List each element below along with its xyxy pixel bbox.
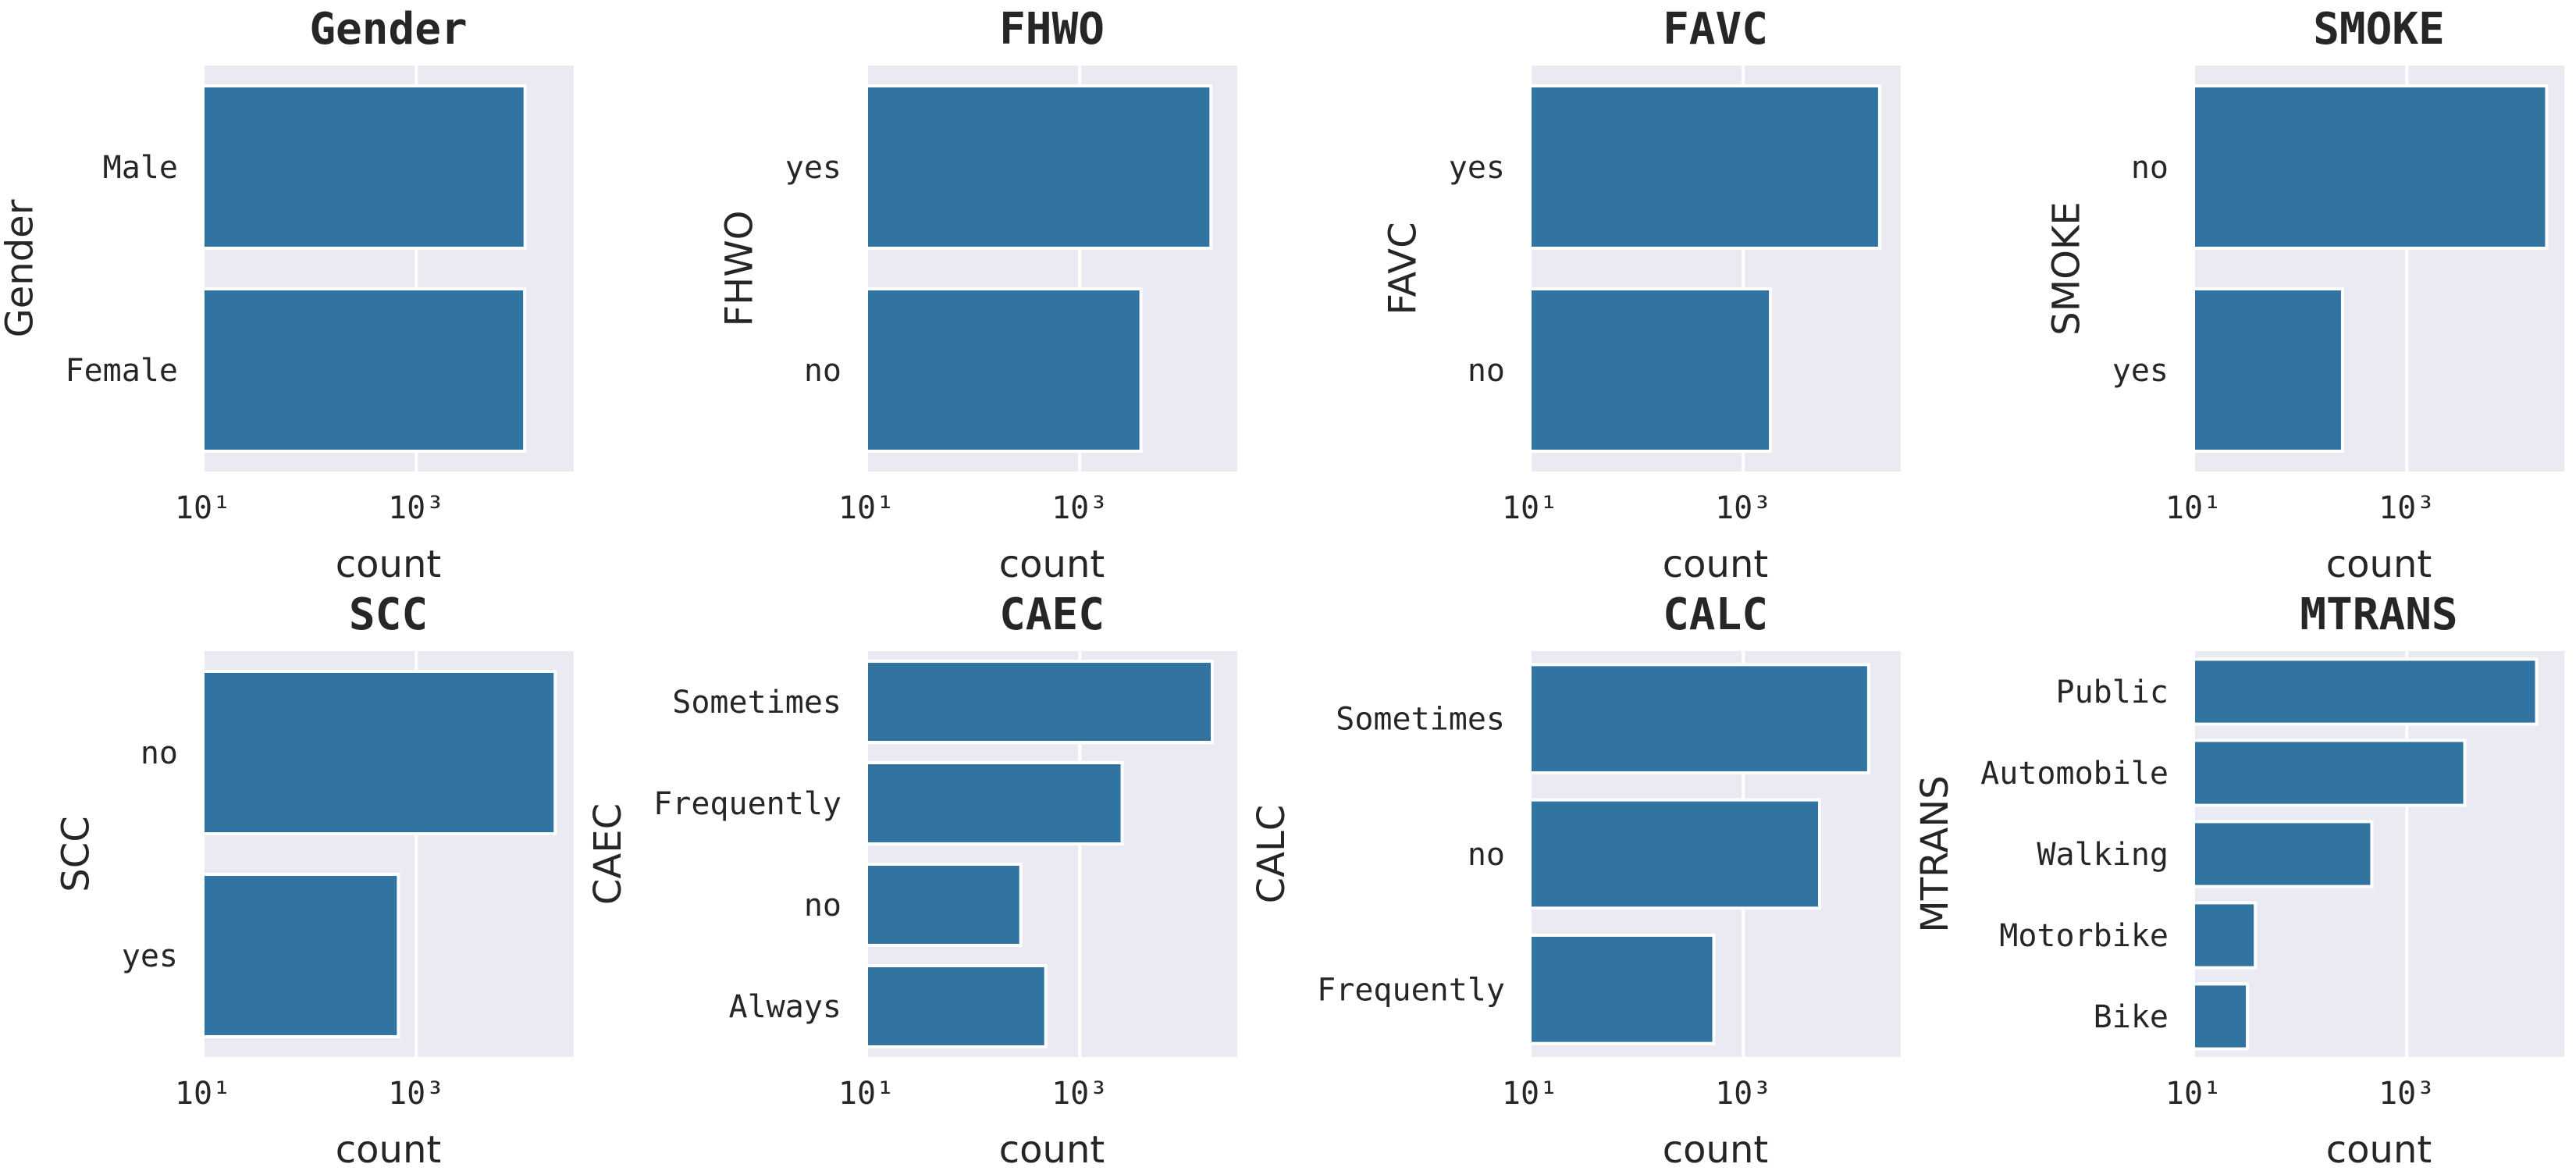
bar-female bbox=[201, 287, 527, 453]
x-tick-label: 10¹ bbox=[838, 490, 895, 526]
y-tick-label: Sometimes bbox=[1336, 702, 1505, 738]
y-tick-label: Frequently bbox=[653, 786, 841, 822]
x-tick-label: 10³ bbox=[1715, 490, 1771, 526]
y-tick-label: Walking bbox=[2037, 837, 2169, 873]
y-tick-label: Sometimes bbox=[672, 685, 841, 721]
bar-sometimes bbox=[865, 660, 1215, 744]
y-tick-label: no bbox=[2131, 150, 2169, 186]
panel-title: SCC bbox=[349, 589, 428, 640]
x-axis-label: count bbox=[999, 1128, 1105, 1171]
y-tick-label: no bbox=[804, 353, 841, 389]
bar-yes bbox=[2192, 287, 2344, 453]
y-tick-label: no bbox=[1468, 353, 1505, 389]
bar-no bbox=[1528, 287, 1773, 453]
bar-bike bbox=[2192, 982, 2250, 1051]
x-axis-label: count bbox=[336, 1128, 441, 1171]
x-axis-label: count bbox=[1663, 543, 1768, 586]
panel-scc: 10¹ 10³ no yes SCC count SCC bbox=[55, 589, 574, 1171]
y-tick-label: no bbox=[141, 735, 178, 771]
x-tick-label: 10³ bbox=[1051, 1076, 1108, 1112]
panel-fhwo: 10¹ 10³ yes no FHWO count FHWO bbox=[718, 4, 1237, 586]
bar-motorbike bbox=[2192, 901, 2258, 970]
x-tick-label: 10¹ bbox=[175, 1076, 231, 1112]
panel-title: FAVC bbox=[1663, 4, 1768, 55]
y-axis-label: SCC bbox=[55, 816, 98, 892]
y-axis-label: Gender bbox=[0, 199, 41, 337]
bar-automobile bbox=[2192, 739, 2467, 807]
y-tick-label: Male bbox=[103, 150, 178, 186]
y-tick-label: Bike bbox=[2094, 999, 2169, 1035]
panel-gender: 10¹ 10³ Male Female Gender count Gender bbox=[0, 4, 574, 586]
panel-title: CAEC bbox=[999, 589, 1105, 640]
y-tick-label: Motorbike bbox=[1999, 918, 2169, 954]
bar-walking bbox=[2192, 820, 2374, 888]
x-axis-label: count bbox=[2326, 1128, 2432, 1171]
x-tick-label: 10¹ bbox=[175, 490, 231, 526]
bar-male bbox=[201, 84, 527, 250]
x-tick-label: 10³ bbox=[2379, 490, 2435, 526]
bar-no bbox=[865, 863, 1023, 947]
panel-title: Gender bbox=[309, 4, 467, 55]
y-axis-label: MTRANS bbox=[1913, 775, 1957, 932]
x-tick-label: 10¹ bbox=[2165, 1076, 2222, 1112]
x-tick-label: 10³ bbox=[388, 490, 444, 526]
panel-title: FHWO bbox=[999, 4, 1105, 55]
bar-yes bbox=[865, 84, 1213, 250]
y-axis-label: CALC bbox=[1250, 805, 1293, 904]
panel-caec: 10¹ 10³ Sometimes Frequently no Always CAEC cou… bbox=[586, 589, 1237, 1171]
x-tick-label: 10¹ bbox=[1502, 490, 1558, 526]
x-tick-label: 10¹ bbox=[838, 1076, 895, 1112]
bar-frequently bbox=[1528, 934, 1716, 1045]
y-tick-label: yes bbox=[785, 150, 841, 186]
y-tick-label: yes bbox=[1449, 150, 1505, 186]
y-axis-label: SMOKE bbox=[2045, 201, 2089, 335]
x-tick-label: 10¹ bbox=[1502, 1076, 1558, 1112]
x-axis-label: count bbox=[1663, 1128, 1768, 1171]
panel-mtrans: 10¹ 10³ Public Automobile Walking Motorbike Bi… bbox=[1913, 589, 2564, 1171]
x-axis-label: count bbox=[999, 543, 1105, 586]
y-tick-label: Always bbox=[729, 989, 842, 1025]
x-tick-label: 10³ bbox=[1715, 1076, 1771, 1112]
y-tick-label: Public bbox=[2056, 674, 2169, 710]
bar-public bbox=[2192, 657, 2539, 726]
y-tick-label: Automobile bbox=[1980, 756, 2169, 792]
bar-sometimes bbox=[1528, 663, 1870, 774]
panel-title: MTRANS bbox=[2300, 589, 2457, 640]
x-axis-label: count bbox=[2326, 543, 2432, 586]
panel-title: CALC bbox=[1663, 589, 1768, 640]
bar-frequently bbox=[865, 761, 1124, 845]
y-axis-label: FHWO bbox=[718, 211, 762, 327]
bar-no bbox=[2192, 84, 2549, 250]
x-axis-label: count bbox=[336, 543, 441, 586]
panel-title: SMOKE bbox=[2313, 4, 2445, 55]
x-tick-label: 10³ bbox=[2379, 1076, 2435, 1112]
bar-yes bbox=[201, 873, 400, 1038]
y-tick-label: no bbox=[804, 888, 841, 924]
y-tick-label: Female bbox=[66, 353, 179, 389]
panel-smoke: 10¹ 10³ no yes SMOKE count SMOKE bbox=[2045, 4, 2564, 586]
panel-favc: 10¹ 10³ yes no FAVC count FAVC bbox=[1382, 4, 1901, 586]
y-tick-label: yes bbox=[122, 938, 178, 974]
bar-yes bbox=[1528, 84, 1881, 250]
bar-no bbox=[865, 287, 1143, 453]
bar-no bbox=[201, 670, 557, 835]
x-tick-label: 10¹ bbox=[2165, 490, 2222, 526]
bar-no bbox=[1528, 798, 1822, 910]
x-tick-label: 10³ bbox=[1051, 490, 1108, 526]
y-tick-label: yes bbox=[2112, 353, 2169, 389]
y-tick-label: no bbox=[1468, 837, 1505, 873]
bar-always bbox=[865, 964, 1048, 1048]
x-tick-label: 10³ bbox=[388, 1076, 444, 1112]
y-axis-label: CAEC bbox=[586, 803, 630, 905]
y-axis-label: FAVC bbox=[1382, 222, 1425, 315]
panel-calc: 10¹ 10³ Sometimes no Frequently CALC count CALC bbox=[1250, 589, 1901, 1171]
y-tick-label: Frequently bbox=[1317, 972, 1505, 1008]
